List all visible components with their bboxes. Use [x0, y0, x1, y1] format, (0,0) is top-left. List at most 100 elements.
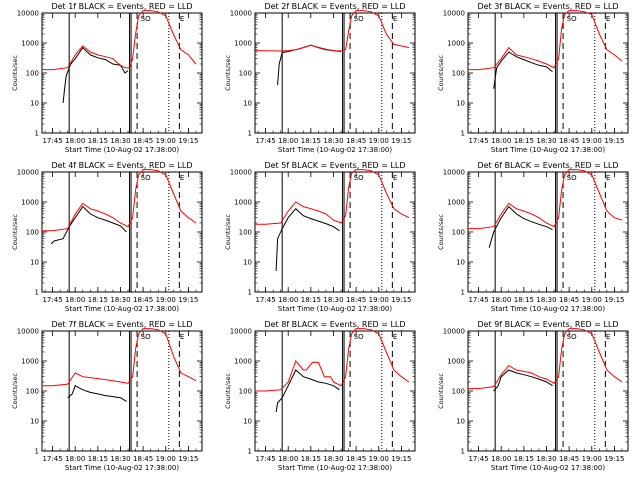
x-axis-label: Start Time (10-Aug-02 17:38:00) [491, 464, 605, 472]
marker-label: E [180, 15, 184, 23]
y-tick-label: 10 [243, 418, 252, 426]
series-line-lld [42, 169, 197, 232]
plot-frame [254, 171, 416, 293]
plot-frame [467, 330, 629, 452]
series-line-events [62, 46, 129, 104]
x-tick-label: 19:00 [582, 455, 602, 463]
x-tick-label: 18:00 [491, 296, 511, 304]
x-tick-label: 19:15 [604, 137, 624, 145]
x-tick-label: 19:00 [369, 455, 389, 463]
y-tick-label: 1000 [21, 199, 39, 207]
y-axis-label: Counts/sec [224, 55, 232, 91]
panel-title: Det 1f BLACK = Events, RED = LLD [51, 2, 192, 11]
y-tick-label: 1000 [21, 40, 39, 48]
panel-det-1: Det 1f BLACK = Events, RED = LLD 1 10 100 10… [11, 2, 203, 154]
marker-label: S [141, 333, 146, 341]
y-tick-label: 100 [239, 388, 252, 396]
panel-title: Det 2f BLACK = Events, RED = LLD [264, 2, 405, 11]
x-tick-label: 17:45 [468, 455, 488, 463]
x-tick-label: 18:30 [323, 137, 343, 145]
marker-label: S [567, 15, 572, 23]
marker-label: E [180, 174, 184, 182]
x-axis-label: Start Time (10-Aug-02 17:38:00) [278, 464, 392, 472]
x-tick-label: 19:00 [156, 455, 176, 463]
marker-label: O [145, 174, 151, 182]
y-tick-label: 10 [243, 100, 252, 108]
x-axis-label: Start Time (10-Aug-02 17:38:00) [65, 305, 179, 313]
y-tick-label: 1 [461, 130, 465, 138]
y-tick-label: 1 [35, 130, 39, 138]
x-tick-label: 18:00 [491, 137, 511, 145]
marker-label: O [358, 174, 364, 182]
x-tick-label: 18:00 [278, 296, 298, 304]
marker-label: E [606, 333, 610, 341]
event-markers [68, 172, 180, 292]
marker-label: E [393, 15, 397, 23]
marker-label: S [567, 333, 572, 341]
event-markers [281, 13, 393, 133]
marker-label: E [606, 15, 610, 23]
marker-label: E [606, 174, 610, 182]
series-group [42, 169, 197, 245]
event-markers [281, 331, 393, 451]
x-tick-label: 19:00 [156, 296, 176, 304]
series-line-events [493, 369, 553, 392]
series-line-events [275, 207, 340, 272]
plot-frame [254, 330, 416, 452]
marker-label: O [571, 15, 577, 23]
panel-det-8: Det 8f BLACK = Events, RED = LLD 1 10 100 10… [224, 320, 416, 472]
y-tick-label: 1000 [447, 199, 465, 207]
x-axis-label: Start Time (10-Aug-02 17:38:00) [491, 305, 605, 313]
marker-label: S [141, 174, 146, 182]
x-tick-label: 19:15 [178, 137, 198, 145]
series-line-events [275, 369, 340, 413]
y-tick-label: 100 [26, 70, 39, 78]
series-line-events [50, 205, 127, 245]
marker-label: O [571, 333, 577, 341]
series-group [255, 10, 410, 85]
x-tick-label: 19:15 [604, 296, 624, 304]
y-axis-label: Counts/sec [224, 373, 232, 409]
x-tick-label: 18:15 [514, 296, 534, 304]
panel-det-2: Det 2f BLACK = Events, RED = LLD 1 10 100 10… [224, 2, 416, 154]
x-tick-label: 17:45 [42, 296, 62, 304]
panel-title: Det 9f BLACK = Events, RED = LLD [477, 320, 618, 329]
x-tick-label: 18:45 [346, 296, 366, 304]
series-line-lld [468, 169, 623, 230]
y-tick-label: 10 [243, 259, 252, 267]
x-tick-label: 18:15 [88, 296, 108, 304]
event-markers [281, 172, 393, 292]
x-tick-label: 18:15 [88, 455, 108, 463]
marker-label: O [145, 333, 151, 341]
y-axis-label: Counts/sec [437, 373, 445, 409]
panel-title: Det 8f BLACK = Events, RED = LLD [264, 320, 405, 329]
plot-frame [41, 330, 203, 452]
event-markers [68, 331, 180, 451]
x-tick-label: 18:45 [133, 455, 153, 463]
panel-det-7: Det 7f BLACK = Events, RED = LLD 1 10 100 10… [11, 320, 203, 472]
y-tick-label: 10000 [443, 10, 465, 18]
plot-frame [41, 12, 203, 134]
series-group [42, 328, 197, 402]
x-tick-label: 19:00 [369, 296, 389, 304]
y-tick-label: 1 [248, 289, 252, 297]
y-tick-label: 10000 [443, 328, 465, 336]
x-tick-label: 19:00 [156, 137, 176, 145]
marker-label: S [141, 15, 146, 23]
marker-label: S [567, 174, 572, 182]
panel-det-5: Det 5f BLACK = Events, RED = LLD 1 10 100 10… [224, 161, 416, 313]
x-tick-label: 19:00 [369, 137, 389, 145]
y-axis-label: Counts/sec [437, 214, 445, 250]
x-tick-label: 17:45 [255, 296, 275, 304]
panel-title: Det 3f BLACK = Events, RED = LLD [477, 2, 618, 11]
x-tick-label: 18:30 [110, 296, 130, 304]
y-tick-label: 10 [30, 259, 39, 267]
plot-frame [467, 171, 629, 293]
panel-det-9: Det 9f BLACK = Events, RED = LLD 1 10 100 10… [437, 320, 629, 472]
marker-label: S [354, 174, 359, 182]
series-line-events [488, 205, 553, 248]
series-group [468, 10, 623, 89]
x-tick-label: 19:15 [391, 296, 411, 304]
y-tick-label: 1 [461, 448, 465, 456]
y-axis-label: Counts/sec [11, 55, 19, 91]
